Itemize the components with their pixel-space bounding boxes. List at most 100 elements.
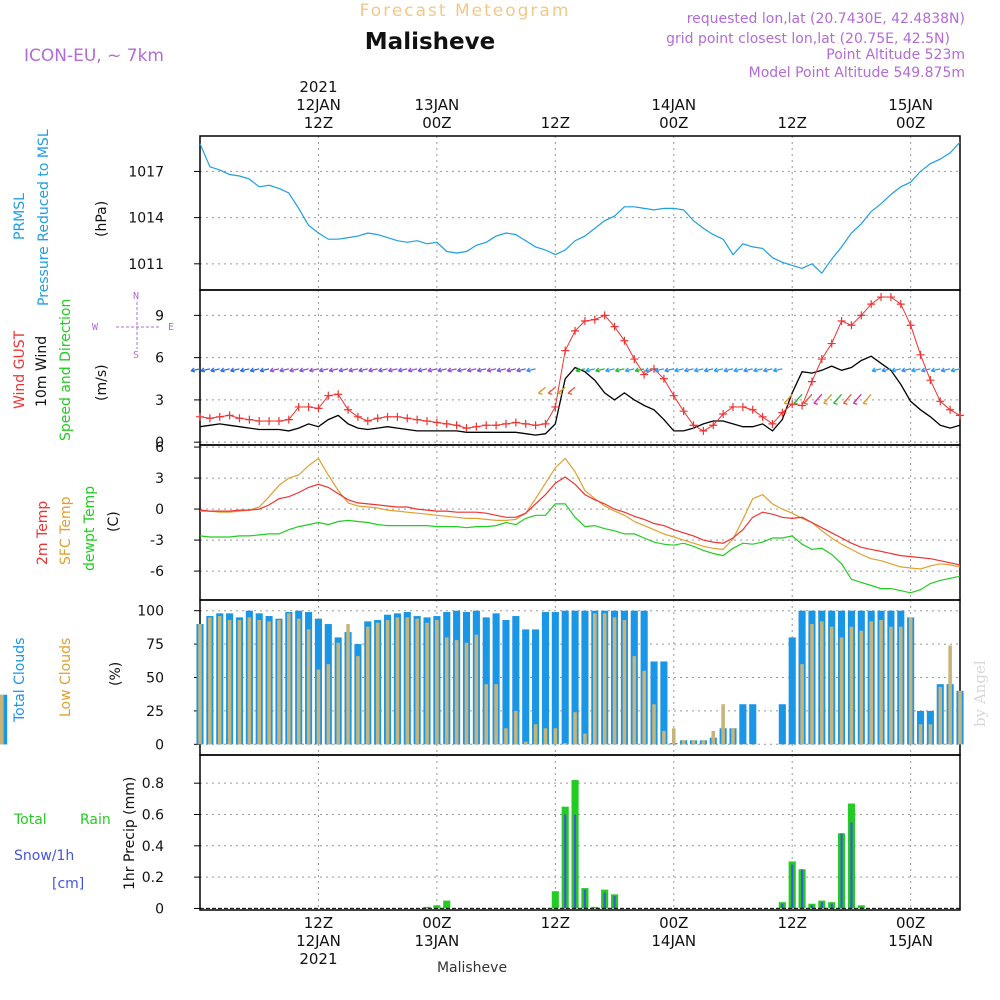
time-label-top: 12Z [541,114,570,132]
precip-unit: 1hr Precip (mm) [122,777,138,890]
low-cloud-bar [612,617,617,745]
low-cloud-bar [731,728,735,745]
wind-direction-arrow [733,367,743,373]
wind-direction-arrow [693,367,704,373]
compass-s: S [133,350,139,361]
wind-direction-arrow [664,367,674,373]
y-tick-label: 6 [155,351,164,367]
precip-total-label: Total [13,812,47,828]
wind-direction-arrow [674,367,684,373]
gust-point [847,321,856,330]
gust-point [768,419,777,428]
wind-direction-arrow [289,367,299,373]
wind-direction-arrow [950,367,961,373]
y-tick-label: 6 [155,440,164,456]
low-cloud-bar [287,613,291,745]
faded-title: Forecast Meteogram [360,1,571,21]
snow-bar [820,902,823,909]
y-tick-label: 0.8 [142,776,164,792]
low-cloud-bar [267,621,271,745]
y-tick-label: -3 [150,533,164,549]
gust-point [827,339,836,348]
gust-point [728,402,737,411]
time-label-bottom: 14JAN [651,932,696,950]
gust-point [659,374,668,383]
wind-direction-arrow [772,367,783,373]
wind-direction-arrow [269,367,280,373]
y-tick-label: 75 [146,637,164,653]
low-cloud-bar [523,741,528,745]
low-cloud-bar [247,617,252,745]
series-2m-temp-line [199,476,961,566]
wind-direction-arrow [447,367,457,373]
wind-direction-arrow [605,367,615,373]
panel-frame [199,754,961,911]
wind-direction-arrow [595,367,605,373]
low-cloud-bar [899,626,903,745]
time-label-top: 12Z [778,114,807,132]
time-label-top: 12Z [304,114,333,132]
wind-direction-arrow [348,367,359,373]
low-cloud-bar [543,728,548,745]
low-cloud-bar [346,624,350,745]
wind-direction-arrow [891,367,901,373]
temp-unit: (C) [106,511,122,532]
snow-bar [860,906,863,909]
low-cloud-bar [918,724,923,745]
gust-point [886,293,895,302]
gust-point [758,412,767,421]
snow-bar [603,892,606,909]
low-cloud-bar [810,624,814,745]
grid-point-coords: grid point closest lon,lat (20.75E, 42.5… [666,31,950,47]
series-10m-wind-line [199,355,961,436]
low-cloud-bar [217,616,222,745]
low-cloud-bar [296,618,301,745]
gust-point [205,414,214,423]
y-tick-label: -6 [150,564,164,580]
y-tick-label: 0.2 [142,870,164,886]
total-cloud-bar [482,617,490,745]
total-cloud-bar [650,661,658,745]
low-cloud-bar [928,724,933,745]
total-cloud-bar [739,704,747,745]
wind-direction-arrow [813,393,823,405]
gust-point [472,422,481,431]
low-cloud-bar [829,626,834,745]
low-cloud-bar [484,684,489,745]
y-tick-label: 1014 [128,211,164,227]
total-cloud-bar [561,610,569,745]
wind-direction-arrow [308,367,319,373]
pressure-label-1: PRMSL [12,193,28,240]
time-label-top: 00Z [659,114,688,132]
low-cloud-bar [227,620,232,745]
gust-point [363,417,372,426]
gust-point [709,421,718,430]
wind-direction-arrow [259,367,270,373]
low-cloud-bar [514,710,518,745]
time-label-bottom: 00Z [422,914,451,932]
gust-point [274,417,283,426]
temp-sfc-label: SFC Temp [58,496,74,565]
total-cloud-bar [749,704,757,745]
wind-10m-label: 10m Wind [34,336,50,407]
gust-point [235,414,244,423]
total-cloud-bar [788,637,796,745]
precip-snow-label: Snow/1h [14,848,74,864]
time-label-bottom: 2021 [299,950,337,968]
gust-point [492,421,501,430]
time-label-bottom: 12Z [541,914,570,932]
y-tick-label: 0 [155,435,164,451]
y-tick-label: 0 [155,737,164,753]
low-cloud-bar [385,620,390,745]
low-cloud-bar [800,664,804,745]
low-cloud-bar [573,712,577,745]
wind-direction-arrow [833,393,843,405]
wind-direction-arrow [397,367,408,373]
gust-point [373,414,382,423]
wind-direction-arrow [427,367,438,373]
wind-direction-arrow [200,367,211,373]
gust-point [580,317,589,325]
time-label-bottom: 12JAN [296,932,341,950]
gust-point [413,415,422,424]
y-tick-label: 50 [146,671,164,687]
